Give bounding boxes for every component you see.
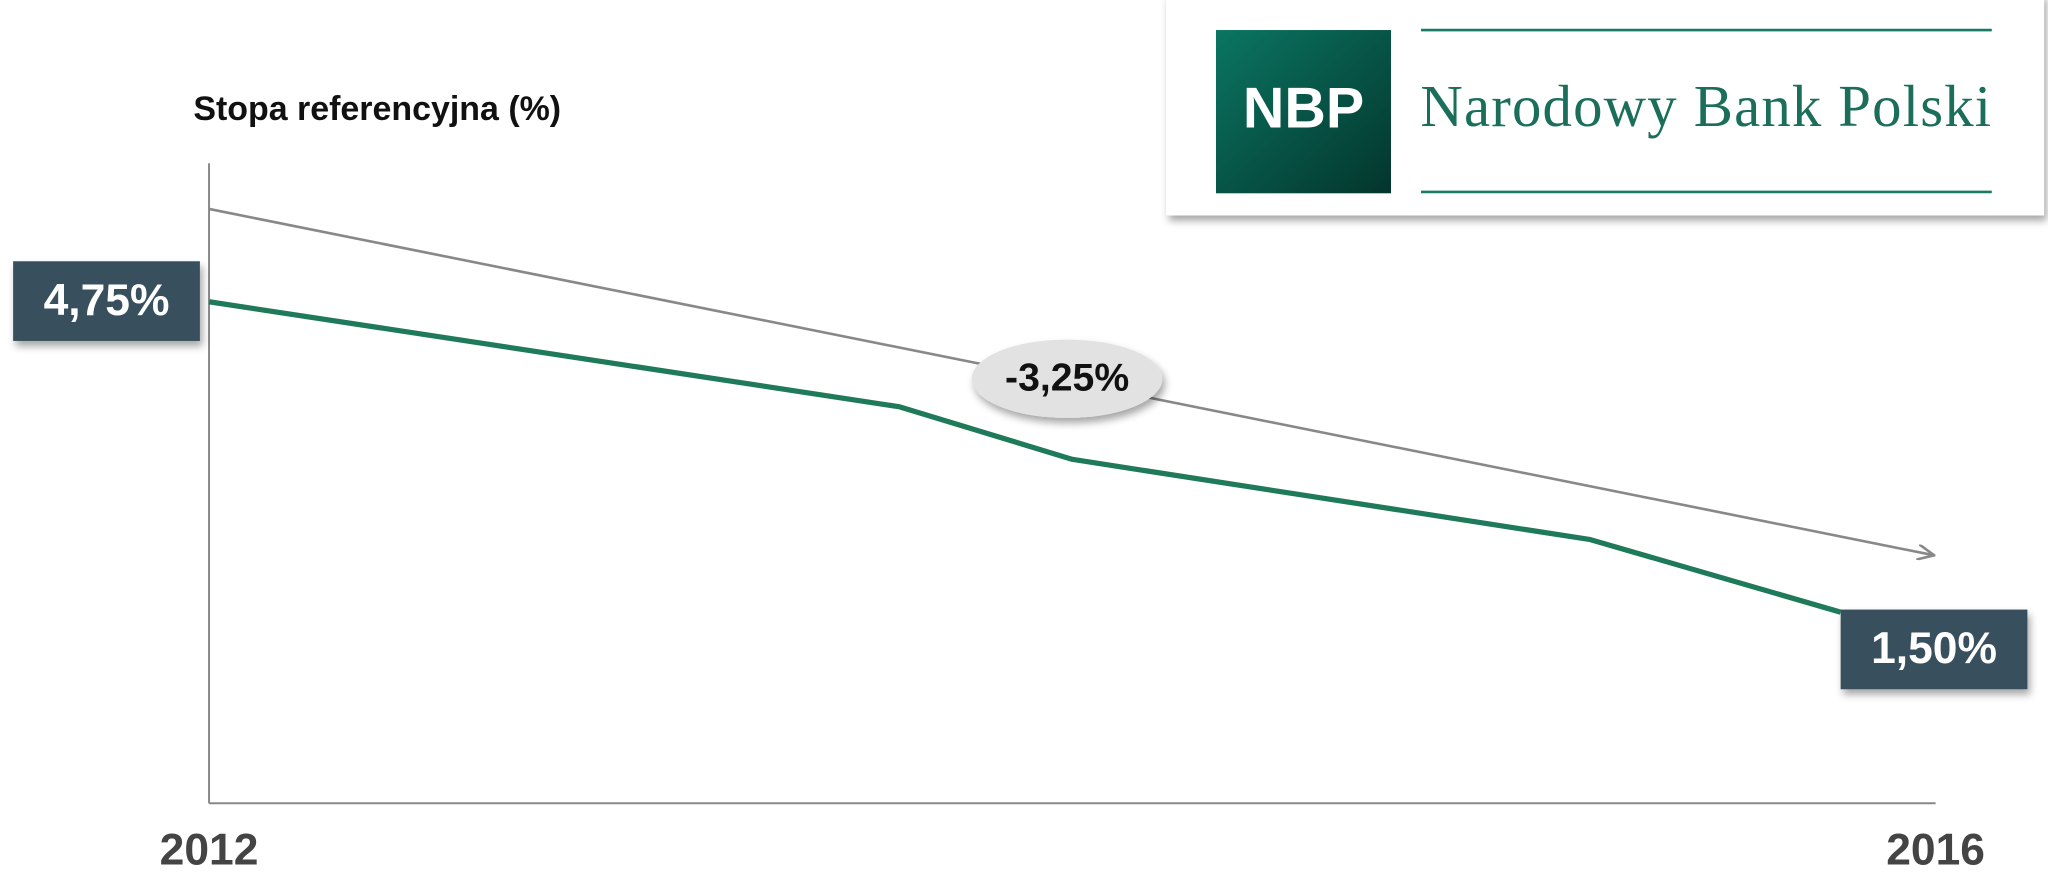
value-label: 1,50%: [1840, 609, 2028, 690]
value-label: 4,75%: [13, 261, 200, 341]
annotation: -3,25%: [971, 339, 1163, 418]
x-tick-label: 2012: [160, 826, 259, 874]
chart-title: Stopa referencyjna (%): [193, 90, 561, 128]
value-label-box: [1840, 609, 2028, 690]
value-label-text: 1,50%: [1871, 624, 1997, 673]
value-label-text: 4,75%: [44, 276, 170, 325]
x-tick-label: 2016: [1886, 826, 1985, 874]
annotation-text: -3,25%: [1005, 356, 1129, 399]
logo-mark: [1215, 30, 1391, 194]
annotation-bubble: [971, 339, 1163, 418]
value-label-box: [13, 261, 200, 341]
logo: NBP Narodowy Bank Polski: [1166, 0, 2045, 216]
logo-abbr: NBP: [1243, 76, 1364, 140]
logo-name: Narodowy Bank Polski: [1420, 74, 1991, 139]
line: [208, 299, 1842, 615]
